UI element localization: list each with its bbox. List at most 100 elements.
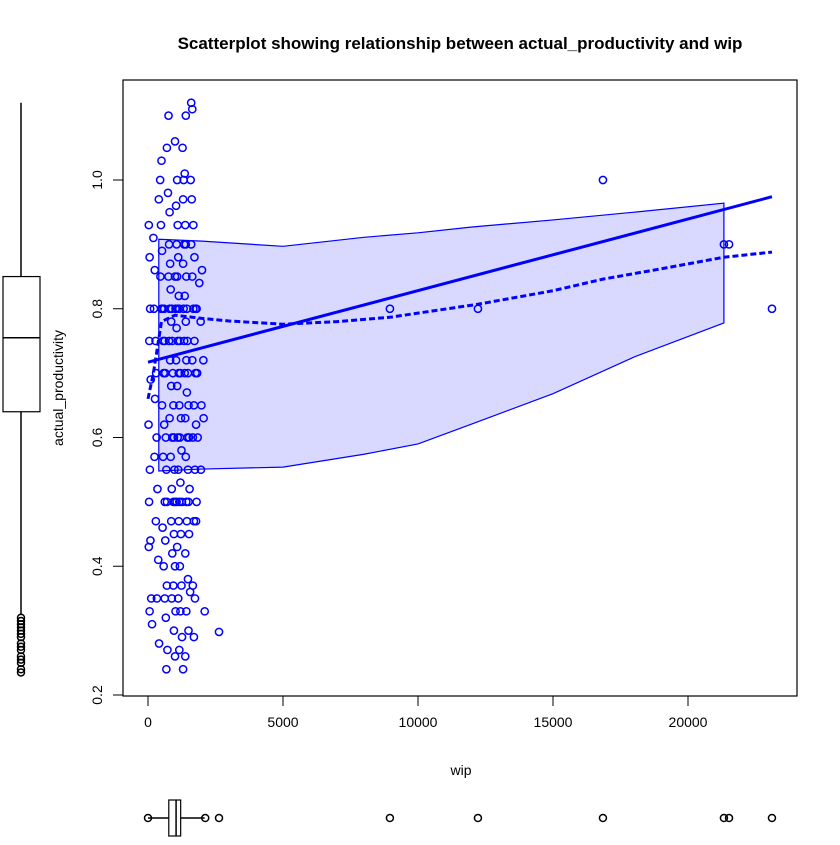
x-tick-label: 5000 <box>267 714 298 730</box>
data-point <box>181 272 191 281</box>
data-point <box>173 252 183 262</box>
data-point <box>144 220 154 230</box>
x-tick-label: 0 <box>144 714 152 730</box>
data-point <box>165 259 175 269</box>
data-point <box>156 220 166 230</box>
data-point <box>178 664 188 674</box>
x-boxplot-box <box>168 799 182 837</box>
data-point <box>161 613 171 623</box>
data-point <box>200 606 210 616</box>
x-boxplot-outlier <box>724 813 734 823</box>
x-axis-label: wip <box>449 762 471 778</box>
x-boxplot-outlier <box>598 813 608 823</box>
x-boxplot-outlier <box>143 813 153 823</box>
data-point <box>169 529 179 539</box>
data-point <box>151 516 161 526</box>
data-point <box>177 632 187 642</box>
data-point <box>178 259 188 269</box>
x-boxplot-outlier <box>214 813 224 823</box>
data-point <box>145 252 154 262</box>
data-point <box>184 529 194 539</box>
data-point <box>169 400 178 410</box>
data-point <box>187 355 197 365</box>
data-point <box>180 413 190 423</box>
data-point <box>153 555 163 565</box>
points-layer <box>144 98 777 674</box>
data-point <box>173 220 183 230</box>
data-point <box>176 529 186 539</box>
x-tick-label: 20000 <box>669 714 708 730</box>
data-point <box>165 207 174 217</box>
data-point <box>158 523 167 532</box>
data-point <box>173 465 183 475</box>
y-boxplot-outlier <box>16 642 26 651</box>
data-point <box>180 291 190 301</box>
data-point <box>145 606 154 616</box>
data-point <box>172 272 182 281</box>
y-tick-label: 0.2 <box>89 685 105 705</box>
data-point <box>146 375 156 384</box>
data-point <box>194 278 204 288</box>
data-point <box>165 413 174 423</box>
data-point <box>171 201 181 211</box>
data-point <box>163 188 173 198</box>
data-point <box>188 433 198 442</box>
y-tick-label: 0.8 <box>89 299 105 319</box>
data-point <box>767 304 777 314</box>
data-point <box>190 465 200 475</box>
data-point <box>184 433 194 442</box>
data-point <box>157 156 166 166</box>
data-point <box>189 304 198 314</box>
data-point <box>160 536 170 545</box>
data-point <box>181 317 191 326</box>
data-point <box>178 194 188 204</box>
data-point <box>153 484 162 494</box>
data-point <box>181 606 191 616</box>
x-tick-label: 10000 <box>399 714 438 730</box>
data-point <box>186 175 196 185</box>
data-point <box>172 542 182 552</box>
data-point <box>190 594 200 603</box>
data-point <box>174 291 184 301</box>
data-point <box>144 497 154 507</box>
y-marginal-boxplot <box>2 102 41 677</box>
data-point <box>179 336 189 346</box>
data-point <box>154 639 164 648</box>
x-boxplot-outlier <box>719 813 729 823</box>
data-point <box>183 574 193 584</box>
plot-frame <box>122 79 798 697</box>
data-point <box>182 388 192 397</box>
data-point <box>199 355 208 365</box>
data-point <box>170 137 180 146</box>
y-boxplot-outlier <box>16 613 26 622</box>
data-point <box>152 433 161 442</box>
data-point <box>170 561 180 571</box>
data-point <box>186 240 196 249</box>
smooth-line <box>146 250 773 400</box>
data-point <box>150 452 159 462</box>
data-point <box>197 265 207 275</box>
data-point <box>145 304 155 314</box>
x-axis: 0 5000 10000 15000 20000 <box>144 696 708 730</box>
data-point <box>199 413 208 423</box>
data-point <box>146 594 156 603</box>
data-point <box>191 516 201 526</box>
data-point <box>184 497 193 507</box>
data-point <box>193 433 203 442</box>
data-point <box>156 272 165 281</box>
data-point <box>166 452 176 462</box>
confidence-band <box>158 202 725 472</box>
data-point <box>155 175 165 185</box>
data-point <box>170 465 179 475</box>
data-point <box>192 304 201 314</box>
data-point <box>189 220 198 230</box>
y-boxplot-box <box>2 275 41 413</box>
data-point <box>174 645 184 655</box>
data-point <box>162 465 171 475</box>
data-point <box>185 484 194 494</box>
data-point <box>144 542 154 552</box>
data-point <box>179 304 188 314</box>
data-point <box>187 272 197 281</box>
data-point <box>164 111 173 120</box>
data-point <box>180 220 190 230</box>
